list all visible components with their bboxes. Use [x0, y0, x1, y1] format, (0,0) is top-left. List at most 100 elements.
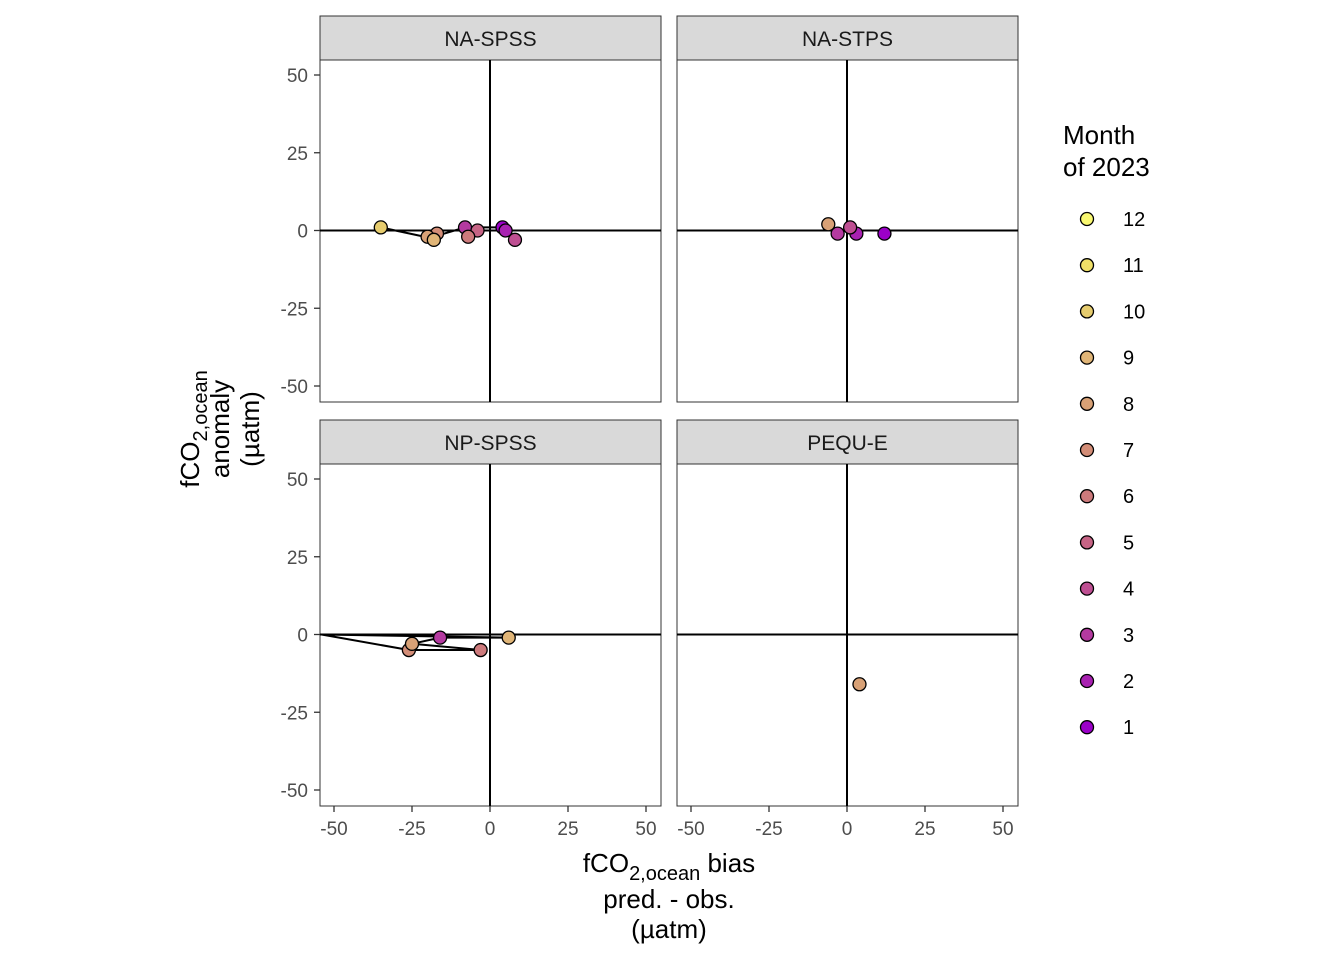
facet-strip — [319, 419, 662, 465]
panel-plot-area — [320, 60, 661, 402]
y-tick-label: -25 — [281, 703, 308, 724]
data-point-month-4 — [842, 220, 858, 235]
data-point-month-9 — [426, 232, 441, 247]
y-axis-title-line2: anomaly — [205, 380, 235, 478]
legend: Month of 2023 12 11 10 9 8 7 6 5 4 3 2 1 — [1063, 120, 1150, 739]
x-tick-label: 50 — [992, 819, 1013, 840]
data-point-month-10 — [373, 220, 388, 235]
x-tick-label: 0 — [485, 819, 496, 840]
x-tick-label: 50 — [635, 819, 656, 840]
y-tick-label: 50 — [287, 66, 308, 87]
legend-swatch — [1079, 535, 1095, 550]
legend-label: 5 — [1123, 532, 1134, 554]
y-tick-label: 0 — [297, 222, 308, 243]
y-axis-title: fCO2,ocean anomaly (µatm) — [175, 370, 265, 487]
panel-plot-area — [677, 60, 1018, 402]
legend-label: 2 — [1123, 671, 1134, 693]
data-point-month-4 — [507, 232, 523, 247]
legend-swatch — [1079, 396, 1095, 411]
facet-strip — [676, 15, 1019, 61]
x-axis-title-line2: pred. - obs. — [603, 884, 735, 914]
y-tick-label: -50 — [281, 781, 308, 802]
legend-label: 10 — [1123, 301, 1145, 323]
legend-label: 11 — [1123, 255, 1144, 277]
legend-swatch — [1079, 258, 1095, 273]
panel-plot-area — [677, 464, 1018, 806]
y-axis-title-main: fCO — [175, 441, 205, 487]
legend-title-line1: Month — [1063, 120, 1135, 150]
legend-swatch — [1079, 581, 1095, 596]
facet-strip — [676, 419, 1019, 465]
legend-swatch — [1079, 304, 1095, 319]
legend-item-12: 12 — [1079, 209, 1145, 231]
y-axis-title-subscript: 2,ocean — [190, 370, 212, 441]
data-point-month-2 — [498, 223, 513, 238]
x-tick-label: -50 — [677, 819, 704, 840]
panel-np-spss: NP-SPSS -50 -25 0 25 50 -50 -25 0 25 50 — [281, 419, 662, 840]
x-tick-label: 25 — [557, 819, 578, 840]
legend-label: 8 — [1123, 394, 1134, 416]
legend-label: 3 — [1123, 625, 1134, 647]
panel-pequ-e: PEQU-E -50 -25 0 25 50 — [676, 419, 1019, 840]
y-tick-label: -50 — [281, 377, 308, 398]
legend-item-5: 5 — [1079, 532, 1134, 554]
x-tick-label: 25 — [914, 819, 935, 840]
data-point-month-1 — [877, 226, 892, 241]
legend-label: 4 — [1123, 579, 1134, 601]
x-tick-label: -50 — [320, 819, 347, 840]
x-axis-title-main: fCO — [583, 848, 629, 878]
legend-items: 12 11 10 9 8 7 6 5 4 3 2 1 — [1079, 209, 1145, 739]
x-tick-label: -25 — [755, 819, 782, 840]
facet-label: NP-SPSS — [444, 432, 536, 455]
legend-item-4: 4 — [1079, 579, 1134, 601]
panel-plot-area — [320, 464, 661, 806]
data-point-month-9 — [501, 630, 516, 645]
data-point-month-3 — [830, 226, 845, 241]
y-axis-title-line3: (µatm) — [235, 391, 265, 467]
legend-label: 7 — [1123, 440, 1134, 462]
data-point-month-8 — [404, 636, 420, 651]
data-point-month-6 — [473, 642, 488, 658]
legend-label: 6 — [1123, 486, 1134, 508]
legend-item-7: 7 — [1079, 440, 1134, 462]
legend-item-11: 11 — [1079, 255, 1144, 277]
y-tick-label: -25 — [281, 299, 308, 320]
x-axis-title-suffix: bias — [700, 848, 755, 878]
legend-swatch — [1079, 442, 1095, 458]
y-tick-label: 0 — [297, 626, 308, 647]
legend-swatch — [1079, 673, 1095, 689]
legend-label: 12 — [1123, 209, 1145, 231]
facet-label: PEQU-E — [807, 432, 888, 455]
x-axis-title: fCO2,ocean bias pred. - obs. (µatm) — [583, 848, 755, 944]
legend-swatch — [1079, 489, 1095, 504]
legend-item-8: 8 — [1079, 394, 1134, 416]
legend-swatch — [1079, 720, 1095, 735]
svg-text:fCO2,ocean bias: fCO2,ocean bias — [583, 848, 755, 885]
svg-text:fCO2,ocean: fCO2,ocean — [175, 370, 212, 487]
x-axis-title-line3: (µatm) — [631, 914, 707, 944]
legend-item-1: 1 — [1079, 717, 1134, 739]
x-tick-label: -25 — [398, 819, 425, 840]
legend-swatch — [1079, 350, 1095, 365]
data-point-month-3 — [432, 630, 448, 645]
legend-label: 9 — [1123, 348, 1134, 370]
data-point-month-8 — [821, 217, 836, 232]
data-point-month-6 — [461, 229, 476, 244]
x-axis-title-subscript: 2,ocean — [629, 863, 700, 885]
legend-label: 1 — [1123, 717, 1134, 739]
legend-swatch — [1079, 211, 1095, 227]
legend-item-6: 6 — [1079, 486, 1134, 508]
x-tick-label: 0 — [842, 819, 853, 840]
y-tick-label: 50 — [287, 470, 308, 491]
legend-item-10: 10 — [1079, 301, 1145, 323]
legend-title-line2: of 2023 — [1063, 152, 1150, 182]
y-tick-label: 25 — [287, 144, 308, 165]
facet-strip — [319, 15, 662, 61]
legend-item-2: 2 — [1079, 671, 1134, 693]
legend-item-3: 3 — [1079, 625, 1134, 647]
legend-item-9: 9 — [1079, 348, 1134, 370]
facet-label: NA-STPS — [802, 28, 893, 51]
data-point-month-8 — [852, 677, 867, 692]
legend-swatch — [1079, 627, 1095, 642]
